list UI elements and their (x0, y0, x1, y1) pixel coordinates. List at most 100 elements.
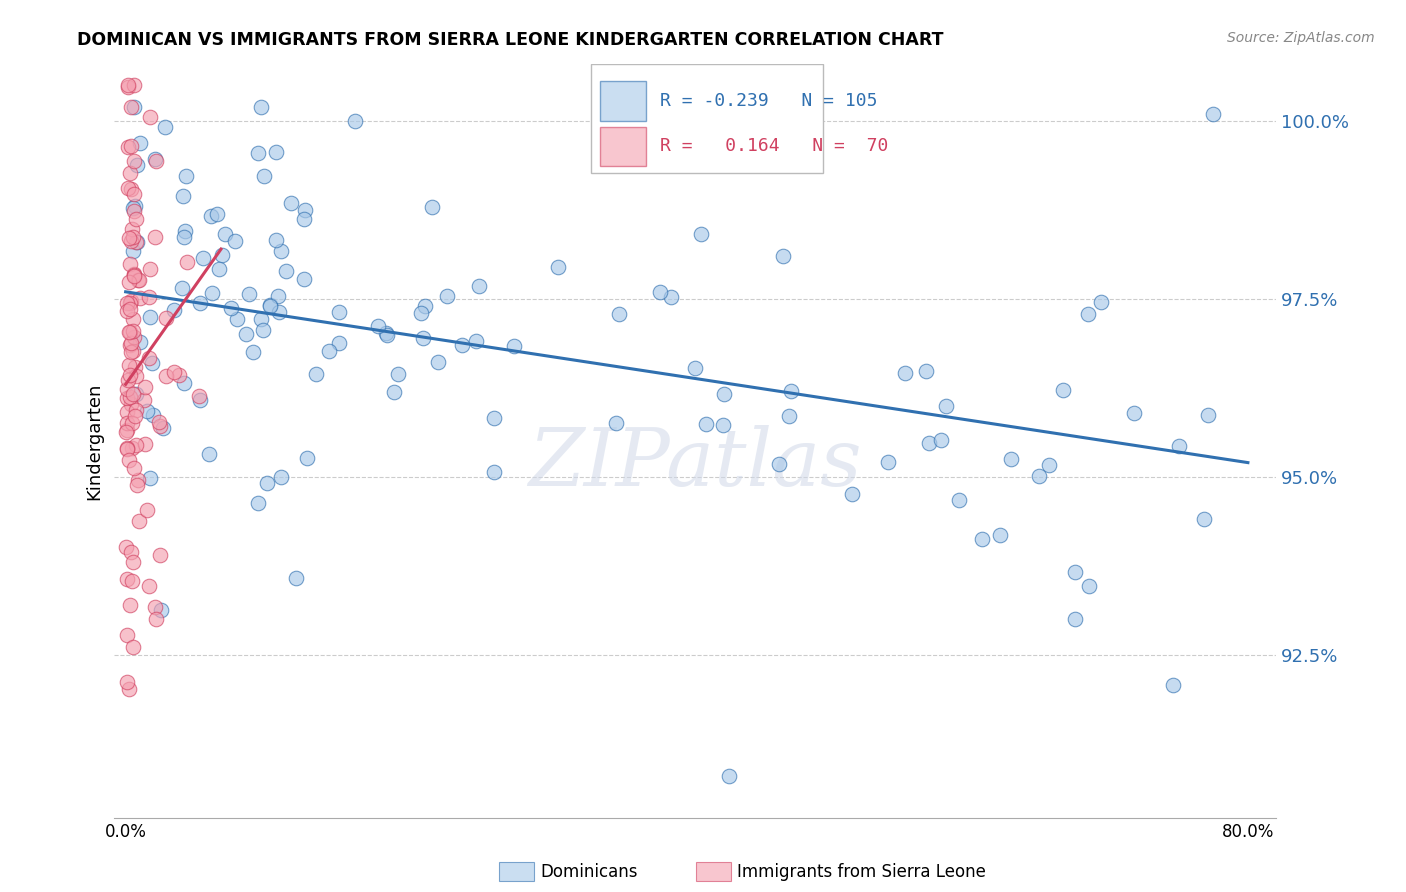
Point (115, 391, 138, 405)
Point (138, 579, 160, 593)
Point (426, 354, 449, 368)
Point (193, 251, 215, 265)
Point (118, 325, 141, 339)
Point (127, 235, 149, 250)
Point (411, 306, 433, 320)
Point (120, 182, 142, 196)
Point (972, 532, 994, 546)
Point (214, 227, 236, 241)
Point (211, 248, 233, 262)
Point (121, 387, 143, 401)
Point (118, 338, 141, 352)
Point (387, 367, 409, 381)
Point (200, 209, 222, 223)
Text: R =   0.164   N =  70: R = 0.164 N = 70 (661, 137, 889, 155)
Point (468, 279, 491, 293)
Point (328, 336, 350, 351)
Point (124, 360, 146, 375)
Text: R = -0.239   N = 105: R = -0.239 N = 105 (661, 92, 877, 110)
Point (120, 336, 142, 351)
Point (246, 146, 269, 161)
Point (127, 158, 149, 172)
Text: Dominicans: Dominicans (540, 863, 637, 881)
Point (127, 477, 149, 491)
Point (115, 296, 138, 310)
Point (136, 503, 159, 517)
Point (115, 441, 138, 455)
Point (125, 386, 148, 401)
Point (120, 368, 142, 383)
Point (267, 305, 290, 319)
Point (139, 110, 162, 124)
Point (436, 289, 458, 303)
Point (138, 310, 160, 325)
Bar (600, 81, 647, 120)
Point (253, 169, 276, 183)
Point (650, 285, 672, 299)
Point (124, 267, 146, 281)
Point (695, 417, 717, 431)
Point (122, 154, 145, 169)
Point (242, 345, 264, 359)
Point (1161, 678, 1184, 692)
Point (238, 287, 260, 301)
Point (1090, 295, 1112, 310)
Point (142, 408, 165, 422)
Point (250, 100, 273, 114)
Point (778, 409, 800, 423)
Point (163, 303, 186, 318)
Point (412, 331, 434, 345)
Point (122, 186, 145, 201)
Point (124, 199, 146, 213)
Point (208, 262, 231, 277)
Point (259, 299, 281, 313)
Point (118, 359, 141, 373)
Point (125, 402, 148, 417)
Point (121, 442, 143, 456)
Y-axis label: Kindergarten: Kindergarten (86, 383, 103, 500)
Point (115, 405, 138, 419)
Point (1038, 458, 1060, 473)
Point (118, 682, 141, 697)
Point (917, 435, 939, 450)
Point (420, 201, 443, 215)
Point (125, 438, 148, 452)
Point (482, 465, 505, 479)
Point (120, 100, 142, 114)
Point (117, 453, 139, 467)
Point (711, 417, 734, 432)
Point (170, 281, 193, 295)
Point (145, 154, 167, 169)
Text: ZIPatlas: ZIPatlas (529, 425, 862, 502)
Point (115, 572, 138, 586)
Point (174, 169, 197, 183)
Point (343, 113, 366, 128)
Point (121, 202, 143, 216)
Point (124, 100, 146, 114)
Point (115, 541, 138, 555)
Point (172, 189, 194, 203)
Point (173, 376, 195, 390)
Point (115, 382, 138, 396)
Point (295, 451, 318, 466)
Point (382, 384, 405, 399)
Point (201, 285, 224, 300)
Point (1077, 579, 1099, 593)
Point (876, 455, 898, 469)
Point (121, 555, 143, 569)
Point (367, 319, 389, 334)
Point (482, 411, 505, 425)
Point (174, 224, 197, 238)
Point (117, 139, 139, 153)
Point (547, 260, 569, 275)
Point (117, 180, 139, 194)
Point (118, 166, 141, 180)
Point (264, 233, 287, 247)
Point (1064, 565, 1087, 579)
Point (124, 268, 146, 282)
Point (252, 323, 274, 337)
Point (841, 487, 863, 501)
Point (122, 460, 145, 475)
Point (225, 311, 247, 326)
Point (118, 302, 141, 317)
